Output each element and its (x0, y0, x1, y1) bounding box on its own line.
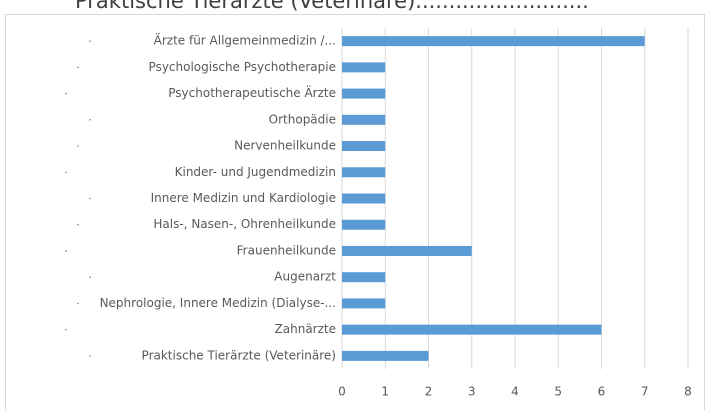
x-tick-label: 3 (468, 385, 476, 399)
bar (342, 272, 386, 283)
bar (342, 219, 386, 230)
x-tick-label: 0 (338, 385, 346, 399)
label-dot (77, 66, 79, 69)
bar (342, 114, 386, 125)
x-tick-label: 6 (598, 385, 606, 399)
label-dot (77, 223, 79, 226)
x-tick-label: 1 (381, 385, 389, 399)
bar (342, 324, 602, 335)
label-dot (89, 355, 91, 357)
bar (342, 36, 645, 47)
y-tick-label: Nephrologie, Innere Medizin (Dialyse-... (100, 296, 336, 310)
bar (342, 141, 386, 152)
label-dot (77, 302, 79, 305)
y-tick-label: Augenarzt (274, 270, 336, 284)
y-tick-label: Psychotherapeutische Ärzte (168, 85, 336, 100)
y-tick-label: Hals-, Nasen-, Ohrenheilkunde (153, 217, 336, 231)
y-tick-label: Frauenheilkunde (237, 243, 336, 257)
bar (342, 167, 386, 178)
y-tick-label: Psychologische Psychotherapie (149, 60, 336, 74)
label-dot (77, 145, 79, 147)
x-tick-label: 2 (425, 385, 433, 399)
x-tick-label: 4 (511, 385, 519, 399)
y-tick-label: Zahnärzte (275, 322, 336, 336)
x-tick-label: 8 (684, 385, 692, 399)
chart-title: Praktische Tierärzte (Veterinäre).......… (75, 0, 589, 13)
label-dot (65, 92, 67, 95)
bar (342, 62, 386, 73)
chart-frame (5, 14, 705, 410)
label-dot (89, 276, 91, 278)
x-tick-label: 5 (554, 385, 562, 399)
bar (342, 350, 429, 361)
y-tick-label: Ärzte für Allgemeinmedizin /... (154, 33, 336, 48)
label-dot (89, 40, 91, 42)
y-tick-label: Innere Medizin und Kardiologie (151, 191, 336, 205)
label-dot (65, 171, 67, 174)
label-dot (89, 197, 91, 200)
y-tick-label: Nervenheilkunde (234, 139, 336, 153)
y-tick-label: Praktische Tierärzte (Veterinäre) (142, 348, 336, 362)
y-tick-label: Orthopädie (269, 112, 336, 126)
label-dot (65, 328, 67, 331)
y-tick-label: Kinder- und Jugendmedizin (175, 165, 336, 179)
bar (342, 298, 386, 309)
x-tick-label: 7 (641, 385, 649, 399)
bar (342, 245, 472, 256)
label-dot (65, 250, 67, 252)
label-dot (89, 119, 91, 121)
bar (342, 88, 386, 99)
bar (342, 193, 386, 204)
